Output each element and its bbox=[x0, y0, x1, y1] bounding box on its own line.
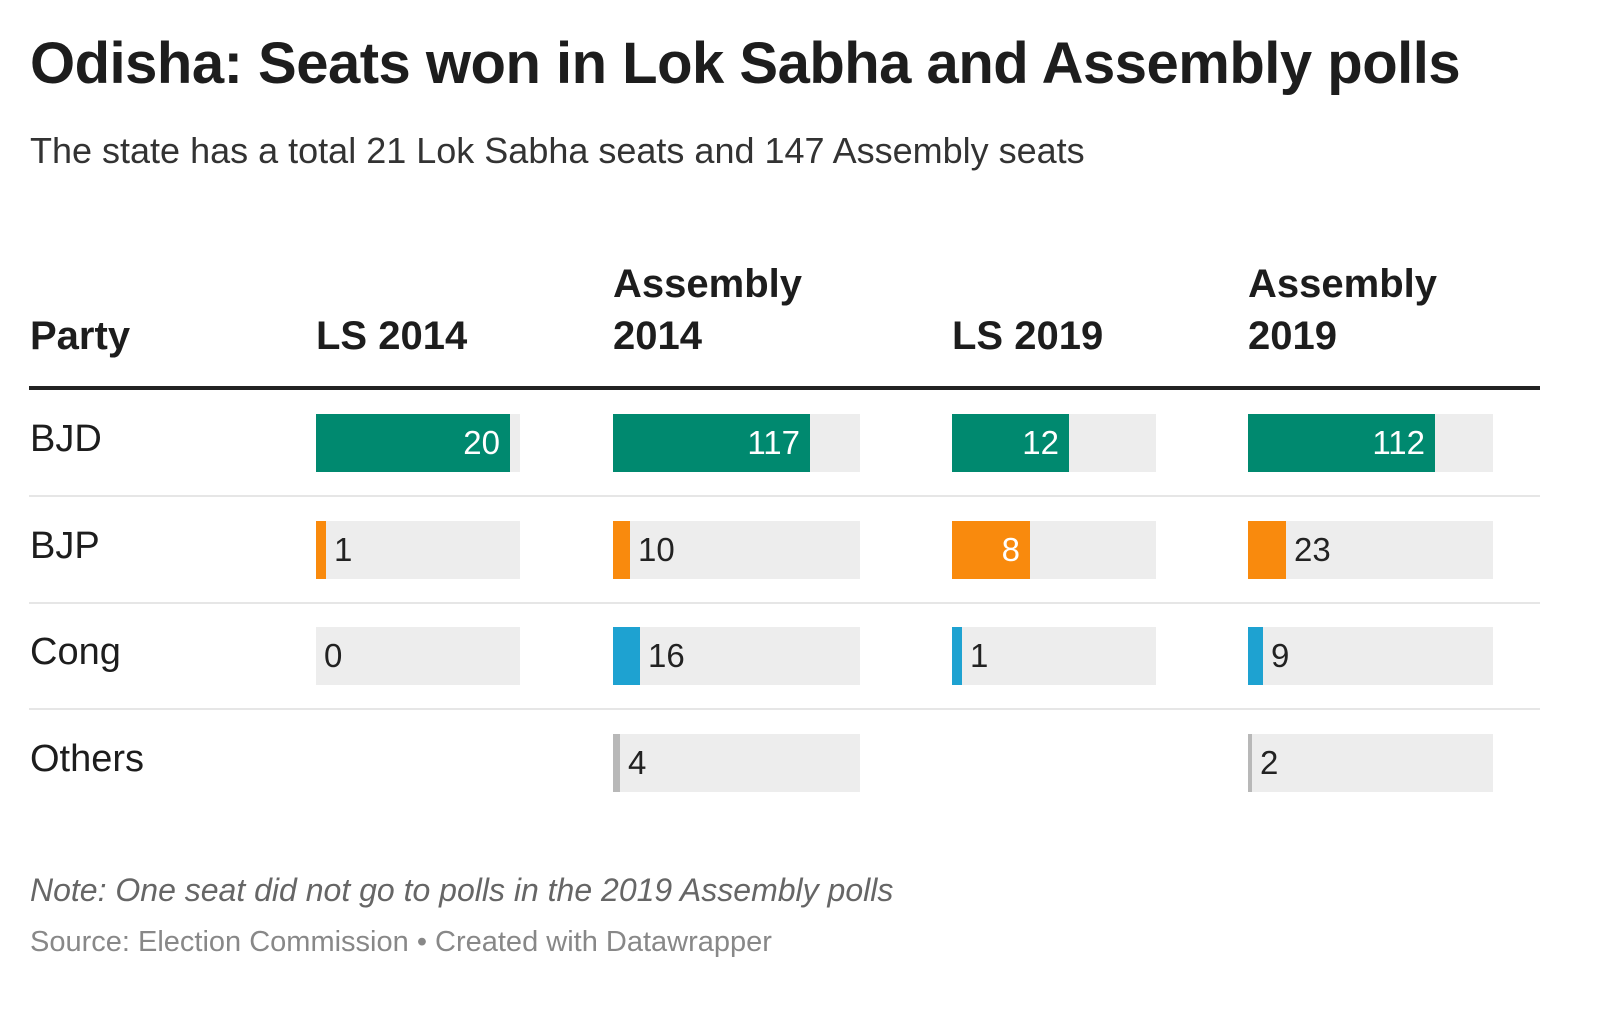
bar-track-as2014: 117 bbox=[613, 414, 860, 472]
bar-value-label: 20 bbox=[463, 424, 500, 461]
chart-subtitle: The state has a total 21 Lok Sabha seats… bbox=[30, 130, 1085, 171]
bar-bjp-as2014 bbox=[613, 521, 630, 579]
bar-others-as2014 bbox=[613, 734, 620, 792]
bar-bjd-ls2019 bbox=[952, 414, 1069, 472]
bar-bjd-ls2014 bbox=[316, 414, 510, 472]
bar-track-as2019: 9 bbox=[1248, 627, 1493, 685]
bar-track-as2019: 2 bbox=[1248, 734, 1493, 792]
header-line: LS 2014 bbox=[316, 314, 468, 358]
header-line: Assembly bbox=[613, 262, 802, 306]
bar-value-label: 117 bbox=[747, 424, 800, 461]
chart-note: Note: One seat did not go to polls in th… bbox=[30, 872, 894, 908]
header-line: 2019 bbox=[1248, 314, 1337, 358]
header-rule bbox=[29, 386, 1540, 390]
bar-bjd-as2014 bbox=[613, 414, 810, 472]
row-party-label: BJP bbox=[30, 525, 100, 567]
header-line: 2014 bbox=[613, 314, 702, 358]
row-divider bbox=[29, 708, 1540, 710]
bar-track-as2014: 10 bbox=[613, 521, 860, 579]
bar-cong-ls2019 bbox=[952, 627, 962, 685]
bar-others-as2019 bbox=[1248, 734, 1252, 792]
bar-track-as2019: 23 bbox=[1248, 521, 1493, 579]
chart-source: Source: Election Commission • Created wi… bbox=[30, 926, 772, 958]
bar-track-as2014: 4 bbox=[613, 734, 860, 792]
bar-value-label: 23 bbox=[1294, 531, 1331, 568]
bar-cong-as2014 bbox=[613, 627, 640, 685]
bar-value-label: 0 bbox=[324, 637, 343, 674]
header-line: LS 2019 bbox=[952, 314, 1104, 358]
header-as2019: Assembly 2019 bbox=[1248, 258, 1437, 362]
bar-value-label: 9 bbox=[1271, 637, 1290, 674]
bar-bjp-as2019 bbox=[1248, 521, 1286, 579]
header-line: Assembly bbox=[1248, 262, 1437, 306]
bar-track-ls2019: 12 bbox=[952, 414, 1156, 472]
bar-track-ls2014: 20 bbox=[316, 414, 520, 472]
bar-track-ls2019: 8 bbox=[952, 521, 1156, 579]
row-party-label: Others bbox=[30, 738, 145, 780]
bar-bjp-ls2019 bbox=[952, 521, 1030, 579]
header-party: Party bbox=[30, 314, 131, 358]
bar-track-ls2019: 1 bbox=[952, 627, 1156, 685]
bar-value-label: 12 bbox=[1022, 424, 1059, 461]
row-divider bbox=[29, 602, 1540, 604]
bar-cong-as2019 bbox=[1248, 627, 1263, 685]
header-line bbox=[952, 258, 1103, 310]
bar-track-as2019: 112 bbox=[1248, 414, 1493, 472]
row-party-label: BJD bbox=[30, 418, 102, 460]
bar-value-label: 16 bbox=[648, 637, 685, 674]
bar-track-ls2014: 0 bbox=[316, 627, 520, 685]
header-ls2019: LS 2019 bbox=[952, 258, 1103, 362]
row-party-label: Cong bbox=[30, 631, 121, 673]
header-line bbox=[316, 258, 467, 310]
bar-value-label: 8 bbox=[1001, 531, 1020, 568]
bar-track-ls2014: 1 bbox=[316, 521, 520, 579]
chart-title: Odisha: Seats won in Lok Sabha and Assem… bbox=[30, 31, 1461, 96]
bar-value-label: 112 bbox=[1372, 424, 1425, 461]
bar-bjp-ls2014 bbox=[316, 521, 326, 579]
bar-bjd-as2019 bbox=[1248, 414, 1435, 472]
bar-value-label: 2 bbox=[1260, 744, 1279, 781]
bar-value-label: 1 bbox=[334, 531, 353, 568]
row-divider bbox=[29, 495, 1540, 497]
bar-value-label: 4 bbox=[628, 744, 647, 781]
header-ls2014: LS 2014 bbox=[316, 258, 467, 362]
bar-value-label: 10 bbox=[638, 531, 675, 568]
bar-track-as2014: 16 bbox=[613, 627, 860, 685]
header-as2014: Assembly 2014 bbox=[613, 258, 802, 362]
bar-value-label: 1 bbox=[970, 637, 989, 674]
